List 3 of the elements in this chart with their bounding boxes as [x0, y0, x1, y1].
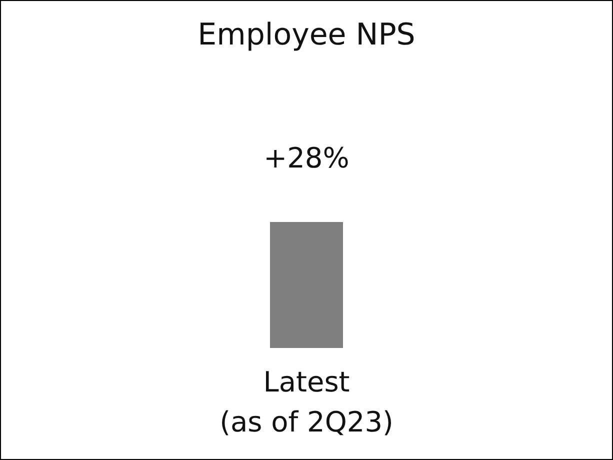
data-label: +28% — [264, 142, 350, 174]
x-tick-label: Latest (as of 2Q23) — [220, 366, 394, 438]
chart-title: Employee NPS — [198, 18, 416, 52]
